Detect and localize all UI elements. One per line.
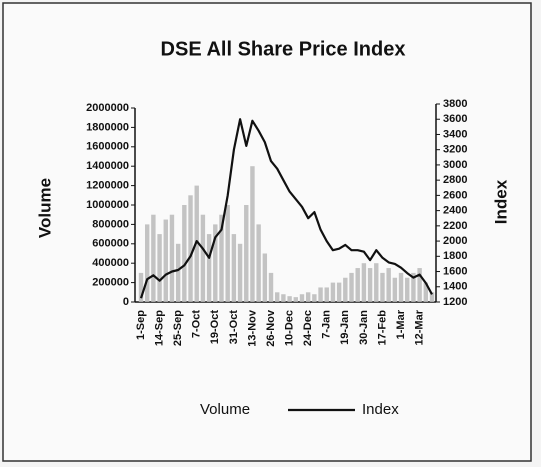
bar [250,166,255,302]
bar [244,205,249,302]
bar [429,292,435,302]
y2-tick-label: 1200 [443,296,467,308]
bar [287,296,292,302]
y-tick-label: 1800000 [86,121,129,133]
bar [213,224,218,302]
index-line [139,118,433,299]
bar [293,297,298,302]
legend-label: Volume [200,401,250,418]
x-tick-label: 19-Jan [339,310,351,345]
bar [237,243,243,302]
bar [343,277,348,302]
bar [169,214,175,302]
bar [151,214,156,302]
y-tick-label: 1000000 [86,199,129,211]
x-tick-label: 19-Oct [209,310,221,345]
y-tick-label: 1400000 [86,160,129,172]
x-tick-label: 14-Sep [153,310,165,346]
y2-tick-label: 2000 [443,235,467,247]
y2-tick-label: 2400 [443,205,467,217]
y2-tick-label: 1600 [443,265,467,277]
bar [175,243,181,302]
y2-tick-label: 1800 [443,250,467,262]
y2-axis-title: Index [491,179,510,224]
y-tick-label: 400000 [92,257,129,269]
bar [200,214,206,302]
bar [417,268,422,302]
x-tick-label: 31-Oct [228,310,240,345]
y2-tick-label: 3600 [443,113,467,125]
y2-tick-label: 3800 [443,98,467,110]
bar [188,195,193,302]
bar [256,224,261,302]
y-tick-label: 1600000 [86,141,129,153]
x-tick-label: 13-Nov [246,309,258,347]
x-tick-label: 7-Jan [321,310,333,339]
chart-frame [2,2,532,462]
y-tick-label: 2000000 [86,102,129,114]
bar [318,287,323,302]
bar [225,205,230,302]
bar [386,268,391,302]
bar [405,277,410,302]
bar [336,282,342,302]
bar [411,272,416,302]
bar [281,294,286,302]
y2-tick-label: 2800 [443,174,467,186]
bar [275,292,280,302]
y2-tick-label: 2200 [443,220,467,232]
bar [324,287,329,302]
y-tick-label: 600000 [92,238,129,250]
bar [299,294,305,302]
bar [262,253,268,302]
x-tick-label: 1-Mar [395,309,407,339]
bar [157,234,162,302]
y-axis-title: Volume [35,178,54,238]
bar [374,263,379,302]
y2-tick-label: 3200 [443,144,467,156]
x-tick-label: 12-Mar [414,309,426,345]
bar [380,272,385,302]
bar [206,234,212,302]
bar [392,277,398,302]
x-tick-label: 26-Nov [265,309,277,347]
legend-label: Index [362,401,399,418]
x-tick-label: 10-Dec [284,310,296,346]
bar [349,272,354,302]
y2-tick-label: 3000 [443,159,467,171]
bar [305,292,311,302]
bar [423,282,429,302]
x-tick-label: 17-Feb [376,310,388,346]
bar [163,219,168,302]
bar [138,272,144,302]
bar [355,268,360,302]
y-tick-label: 800000 [92,218,129,230]
x-tick-label: 7-Oct [191,310,203,338]
x-tick-label: 1-Sep [135,310,147,340]
bar [231,234,237,302]
bar [182,205,187,302]
y2-tick-label: 3400 [443,128,467,140]
x-tick-label: 25-Sep [172,310,184,346]
y-tick-label: 200000 [92,277,129,289]
bar [330,282,336,302]
y-tick-label: 1200000 [86,180,129,192]
bar [361,263,367,302]
bar [398,272,404,302]
chart-title: DSE All Share Price Index [161,38,406,60]
bar [144,224,150,302]
y2-tick-label: 1400 [443,281,467,293]
x-tick-label: 24-Dec [302,310,314,346]
y2-tick-label: 2600 [443,189,467,201]
bar [367,268,373,302]
y-tick-label: 0 [123,296,129,308]
x-tick-label: 30-Jan [358,310,370,345]
bar [219,214,224,302]
bar [312,294,317,302]
bar [268,272,274,302]
